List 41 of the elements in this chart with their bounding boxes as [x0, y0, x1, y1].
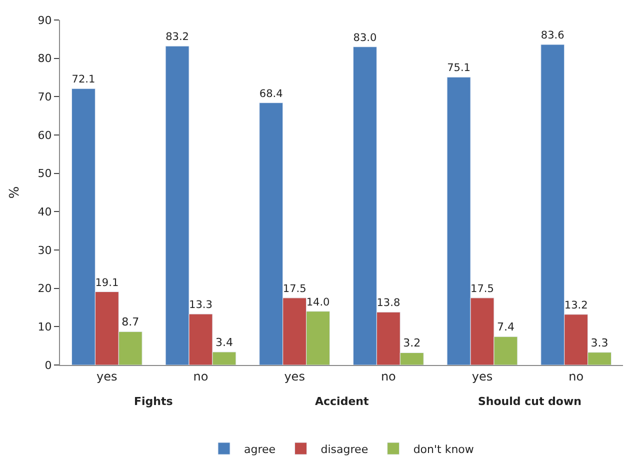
- data-label: 13.3: [189, 299, 212, 312]
- y-tick-label: 10: [38, 320, 52, 334]
- y-tick-label: 40: [38, 206, 52, 219]
- data-label: 75.1: [447, 62, 470, 74]
- y-tick-label: 50: [38, 167, 52, 180]
- x-tick-label: no: [568, 369, 584, 384]
- data-label: 7.4: [496, 320, 514, 334]
- legend-label: disagree: [320, 442, 368, 456]
- data-label: 3.4: [215, 336, 233, 349]
- data-label: 14.0: [306, 296, 330, 308]
- y-axis-title: %: [8, 186, 23, 199]
- y-tick-label: 70: [38, 90, 52, 104]
- y-tick-label: 20: [38, 282, 52, 296]
- data-label: 72.1: [72, 74, 96, 86]
- data-label: 19.1: [95, 276, 119, 289]
- legend-label: don't know: [413, 442, 474, 456]
- data-label: 8.7: [122, 316, 140, 329]
- x-tick-label: yes: [284, 369, 305, 384]
- data-label: 3.3: [590, 336, 608, 350]
- text: Should cut down: [478, 395, 582, 408]
- data-label: 13.8: [376, 297, 400, 310]
- y-tick-label: 80: [38, 52, 52, 66]
- data-label: 17.5: [282, 283, 306, 296]
- y-tick-label: 30: [38, 244, 52, 257]
- y-tick-label: 60: [38, 128, 52, 142]
- data-label: 3.2: [403, 336, 421, 350]
- x-tick-label: no: [193, 369, 208, 384]
- data-label: 83.2: [166, 31, 189, 44]
- x-tick-label: yes: [472, 369, 493, 384]
- x-tick-label: yes: [96, 369, 118, 384]
- text: Fights: [134, 395, 174, 408]
- legend-label: agree: [244, 442, 276, 456]
- y-tick-label: 0: [44, 358, 52, 372]
- y-tick-label: 90: [38, 14, 52, 27]
- data-label: 83.0: [353, 32, 377, 44]
- data-label: 13.2: [564, 300, 588, 312]
- data-label: 17.5: [470, 283, 494, 296]
- data-label: 83.6: [540, 30, 565, 42]
- x-tick-label: no: [380, 369, 396, 384]
- data-label: 68.4: [259, 88, 284, 100]
- text: Accident: [315, 395, 369, 408]
